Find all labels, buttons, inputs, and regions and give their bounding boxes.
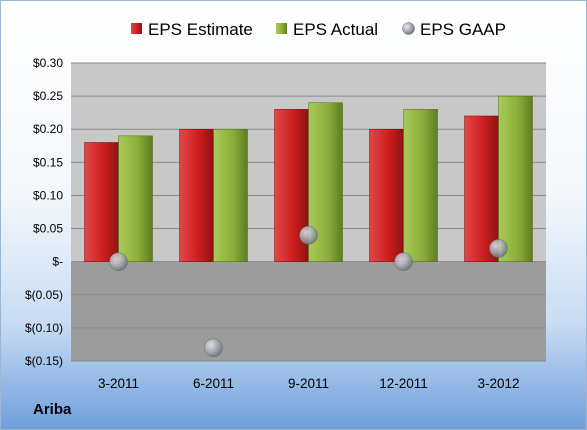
y-tick-label: $0.30: [33, 56, 63, 70]
plot-bg-negative: [71, 261, 546, 361]
marker-eps-gaap: [109, 252, 128, 271]
y-tick-label: $(0.10): [25, 321, 63, 335]
y-tick-label: $0.05: [33, 222, 63, 236]
bar-eps-actual: [498, 95, 533, 262]
x-tick-label: 12-2011: [379, 376, 428, 391]
legend-label: EPS GAAP: [420, 20, 506, 39]
legend-eps-gaap: EPS GAAP: [402, 20, 506, 39]
y-tick-label: $0.25: [33, 89, 63, 103]
y-axis: $0.30 $0.25 $0.20 $0.15 $0.10 $0.05 $- $(0.05) $…: [25, 56, 63, 368]
x-tick-label: 6-2011: [193, 376, 234, 391]
bar-eps-estimate: [179, 128, 214, 262]
legend-swatch: [276, 23, 287, 34]
y-tick-label: $0.15: [33, 155, 63, 169]
legend: EPS Estimate EPS Actual EPS GAAP: [131, 20, 506, 39]
x-tick-label: 3-2011: [98, 376, 139, 391]
bar-eps-estimate: [464, 115, 499, 262]
company-label: Ariba: [33, 401, 72, 418]
bar-eps-actual: [403, 109, 438, 262]
marker-eps-gaap: [489, 239, 508, 258]
plot-area: [71, 62, 546, 362]
legend-eps-actual: EPS Actual: [276, 20, 378, 39]
legend-label: EPS Estimate: [148, 20, 253, 39]
bar-eps-actual: [213, 128, 248, 262]
marker-eps-gaap: [394, 252, 413, 271]
marker-eps-gaap: [299, 225, 318, 245]
bar-eps-actual: [118, 135, 153, 262]
y-tick-label: $(0.15): [25, 354, 63, 368]
bar-eps-estimate: [369, 128, 404, 262]
y-tick-label: $0.20: [33, 122, 63, 136]
y-tick-label: $0.10: [33, 188, 63, 202]
y-tick-label: $(0.05): [25, 288, 63, 302]
x-tick-label: 9-2011: [288, 376, 329, 391]
legend-eps-estimate: EPS Estimate: [131, 20, 253, 39]
legend-swatch: [131, 23, 142, 34]
legend-swatch: [402, 22, 415, 35]
x-axis: 3-2011 6-2011 9-2011 12-2011 3-2012: [98, 376, 520, 391]
marker-eps-gaap: [204, 338, 223, 358]
y-tick-label: $-: [52, 255, 63, 269]
bar-eps-estimate: [84, 142, 119, 262]
x-tick-label: 3-2012: [477, 376, 519, 391]
legend-label: EPS Actual: [293, 20, 378, 39]
